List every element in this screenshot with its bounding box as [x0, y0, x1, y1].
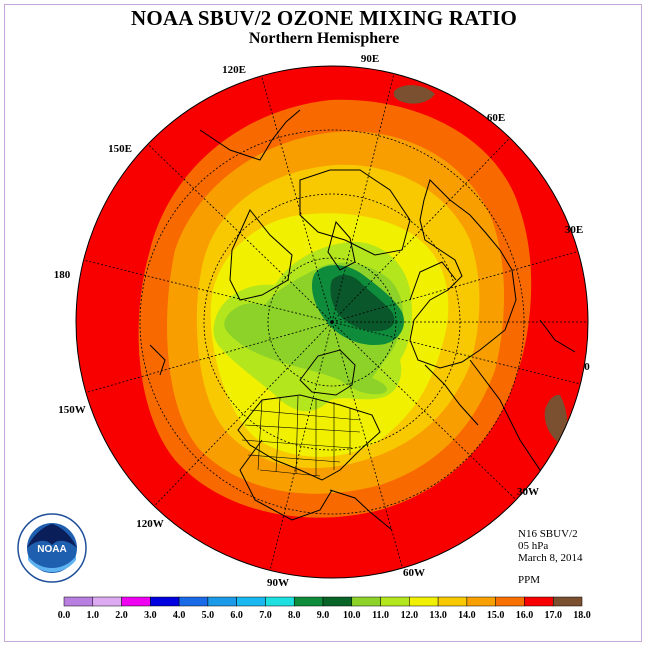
- colorbar-tick-label: 7.0: [259, 610, 272, 621]
- colorbar: 0.0 1.0 2.0 3.0 4.0 5.0 6.0 7.0 8.0 9.0 10.0 11.0 12…: [58, 596, 591, 621]
- colorbar-swatch: [437, 596, 468, 607]
- lon-label-60w: 60W: [403, 567, 425, 579]
- colorbar-swatch: [524, 596, 554, 607]
- us-state-grid: [241, 395, 361, 477]
- colorbar-tick-label: 1.0: [87, 610, 100, 621]
- colorbar-swatch: [121, 596, 151, 607]
- lon-label-30e: 30E: [565, 224, 583, 236]
- date-label: March 8, 2014: [518, 552, 583, 564]
- logo-text: NOAA: [37, 544, 66, 555]
- colorbar-swatch: [380, 596, 410, 607]
- meridian-line: [83, 259, 333, 323]
- colorbar-tick-label: 18.0: [573, 610, 591, 621]
- colorbar-tick-label: 16.0: [516, 610, 534, 621]
- lon-label-90e: 90E: [361, 53, 379, 65]
- colorbar-swatch: [552, 596, 583, 607]
- meridians: [83, 73, 581, 571]
- colorbar-tick-label: 8.0: [288, 610, 301, 621]
- lon-label-30w: 30W: [517, 486, 539, 498]
- lon-label-120e: 120E: [222, 64, 246, 76]
- colorbar-swatch: [265, 596, 295, 607]
- colorbar-swatch: [495, 596, 525, 607]
- map-subtitle: Northern Hemisphere: [248, 30, 400, 47]
- logo-bird-icon: [27, 524, 77, 548]
- contour-18-ppm-east: [393, 85, 435, 104]
- meridian-line: [261, 75, 333, 323]
- colorbar-swatch: [150, 596, 180, 607]
- lon-label-150w: 150W: [58, 404, 86, 416]
- meridian-line: [331, 321, 403, 569]
- instrument-label: N16 SBUV/2: [518, 528, 578, 540]
- meridian-line: [269, 321, 333, 571]
- logo-wave-icon: [28, 556, 76, 572]
- colorbar-swatch: [207, 596, 237, 607]
- lon-label-90w: 90W: [267, 577, 289, 589]
- map-title: NOAA SBUV/2 OZONE MIXING RATIO: [131, 6, 517, 30]
- meridian-line: [331, 73, 395, 323]
- noaa-logo: NOAA: [17, 513, 87, 583]
- meridian-line: [331, 321, 517, 501]
- colorbar-tick-label: 12.0: [401, 610, 419, 621]
- colorbar-tick-label: 0.0: [58, 610, 71, 621]
- colorbar-tick-label: 9.0: [317, 610, 330, 621]
- colorbar-swatch: [322, 596, 353, 607]
- meridian-line: [331, 251, 579, 323]
- units-label: PPM: [518, 574, 541, 586]
- lon-label-120w: 120W: [136, 518, 164, 530]
- colorbar-tick-label: 14.0: [458, 610, 476, 621]
- colorbar-swatch: [236, 596, 266, 607]
- meridian-line: [153, 321, 333, 507]
- figure-frame: [4, 4, 642, 642]
- colorbar-tick-label: 6.0: [230, 610, 243, 621]
- lon-label-150e: 150E: [108, 143, 132, 155]
- lon-label-60e: 60E: [487, 112, 505, 124]
- colorbar-tick-label: 4.0: [173, 610, 186, 621]
- colorbar-swatch: [351, 596, 381, 607]
- colorbar-swatch: [293, 596, 324, 607]
- colorbar-swatch: [466, 596, 496, 607]
- graticule: [139, 129, 588, 515]
- colorbar-swatch: [92, 596, 122, 607]
- contour-18-ppm-west: [544, 394, 568, 445]
- meridian-line: [85, 321, 333, 393]
- meridian-line: [331, 321, 581, 385]
- colorbar-tick-label: 10.0: [343, 610, 361, 621]
- meridian-line: [147, 143, 333, 323]
- pressure-level-label: 05 hPa: [518, 540, 549, 552]
- longitude-labels: 90E 60E 30E 0 30W 60W 90W 120W 150W 180 …: [54, 53, 591, 589]
- colorbar-swatch: [178, 596, 209, 607]
- lon-label-0: 0: [584, 361, 590, 373]
- map-boundary: [75, 65, 589, 579]
- colorbar-tick-label: 3.0: [144, 610, 157, 621]
- colorbar-swatch: [63, 596, 94, 607]
- contour-10-ppm: [330, 274, 395, 332]
- colorbar-tick-label: 13.0: [429, 610, 447, 621]
- colorbar-tick-label: 5.0: [202, 610, 215, 621]
- lon-label-180: 180: [54, 269, 71, 281]
- meridian-line: [331, 137, 511, 323]
- colorbar-tick-label: 11.0: [372, 610, 389, 621]
- colorbar-tick-label: 2.0: [115, 610, 128, 621]
- colorbar-swatch: [409, 596, 439, 607]
- colorbar-tick-label: 17.0: [544, 610, 562, 621]
- colorbar-tick-label: 15.0: [487, 610, 505, 621]
